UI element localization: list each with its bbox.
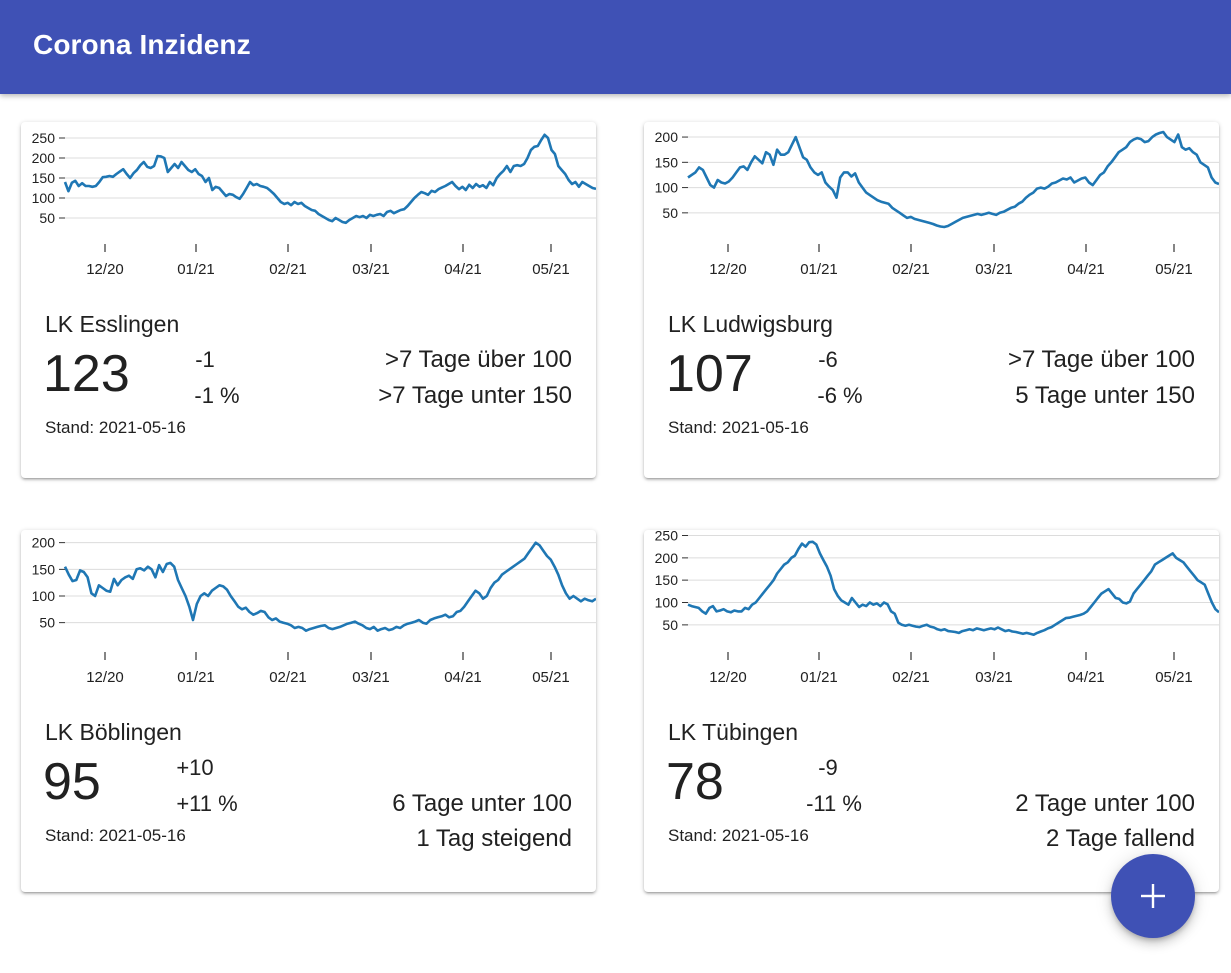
x-tick-label: 05/21 [532,669,570,686]
y-tick-label: 100 [32,588,56,604]
y-tick-label: 150 [32,170,56,186]
x-tick-label: 03/21 [975,261,1013,278]
stand-date: Stand: 2021-05-16 [668,418,809,437]
status-line-2: 2 Tage fallend [1045,825,1195,852]
status-line-2: 1 Tag steigend [416,825,572,852]
y-tick-label: 150 [32,561,56,577]
y-tick-label: 100 [655,595,679,611]
x-tick-label: 03/21 [352,261,390,278]
status-line-2: 5 Tage unter 150 [1015,382,1195,409]
y-tick-label: 100 [32,190,56,206]
incidence-series-line [687,540,1219,636]
y-tick-label: 150 [655,154,679,170]
x-tick-label: 04/21 [444,261,482,278]
x-tick-label: 05/21 [532,261,570,278]
incidence-series-line [63,541,596,632]
x-tick-label: 01/21 [177,261,215,278]
delta-percent: -1 % [194,383,240,408]
district-name: LK Esslingen [45,311,180,337]
status-line-1: >7 Tage über 100 [1007,346,1195,373]
app-title: Corona Inzidenz [33,29,251,60]
stand-date: Stand: 2021-05-16 [45,418,186,437]
x-tick-label: 12/20 [709,261,747,278]
delta-percent: -11 % [806,791,862,816]
x-tick-label: 01/21 [800,669,838,686]
status-line-2: >7 Tage unter 150 [378,382,572,409]
y-tick-label: 50 [662,205,678,221]
x-tick-label: 04/21 [444,669,482,686]
incidence-value: 95 [43,753,101,811]
x-tick-label: 04/21 [1067,669,1105,686]
y-tick-label: 50 [662,617,678,633]
x-tick-label: 02/21 [269,261,307,278]
y-tick-label: 150 [655,572,679,588]
x-tick-label: 02/21 [892,669,930,686]
y-tick-label: 50 [39,210,55,226]
y-tick-label: 200 [32,150,56,166]
x-tick-label: 04/21 [1067,261,1105,278]
y-tick-label: 250 [655,530,679,544]
y-tick-label: 200 [655,129,679,145]
incidence-chart: 50 100 150 200 250 12/20 01/21 02/21 03/21 04/21 0… [655,530,1219,686]
x-tick-label: 01/21 [800,261,838,278]
incidence-series-line [63,133,596,225]
x-tick-label: 05/21 [1155,261,1193,278]
x-tick-label: 12/20 [86,261,124,278]
incidence-chart: 50 100 150 200 12/20 01/21 02/21 03/21 04/21 05/2… [655,129,1219,278]
y-tick-label: 200 [655,550,679,566]
x-tick-label: 03/21 [352,669,390,686]
stand-date: Stand: 2021-05-16 [668,826,809,845]
y-tick-label: 100 [655,180,679,196]
status-line-1: 2 Tage unter 100 [1015,790,1195,817]
x-tick-label: 01/21 [177,669,215,686]
delta-absolute: -6 [818,347,838,372]
incidence-value: 123 [43,345,130,403]
x-tick-label: 03/21 [975,669,1013,686]
status-line-1: >7 Tage über 100 [384,346,572,373]
incidence-chart: 50 100 150 200 12/20 01/21 02/21 03/21 04/21 05/2… [32,535,596,686]
x-tick-label: 02/21 [269,669,307,686]
y-tick-label: 250 [32,130,56,146]
stand-date: Stand: 2021-05-16 [45,826,186,845]
x-tick-label: 12/20 [86,669,124,686]
plus-icon [1141,884,1165,908]
incidence-series-line [687,130,1219,229]
district-card[interactable]: 50 100 150 200 12/20 01/21 02/21 03/21 04/21 05/2… [21,530,596,892]
district-card[interactable]: 50 100 150 200 250 12/20 01/21 02/21 03/21 04/21 0… [21,122,596,478]
delta-absolute: +10 [176,755,214,780]
district-name: LK Tübingen [668,719,799,745]
add-district-button[interactable] [1111,854,1195,938]
delta-absolute: -1 [195,347,215,372]
incidence-value: 78 [666,753,724,811]
delta-percent: +11 % [176,791,238,816]
y-tick-label: 50 [39,615,55,631]
status-line-1: 6 Tage unter 100 [392,790,572,817]
delta-absolute: -9 [818,755,838,780]
x-tick-label: 05/21 [1155,669,1193,686]
district-card[interactable]: 50 100 150 200 12/20 01/21 02/21 03/21 04/21 05/2… [644,122,1219,478]
x-tick-label: 02/21 [892,261,930,278]
y-tick-label: 200 [32,535,56,551]
incidence-chart: 50 100 150 200 250 12/20 01/21 02/21 03/21 04/21 0… [32,130,596,278]
incidence-value: 107 [666,345,753,403]
app-bar: Corona Inzidenz [0,0,1231,94]
delta-percent: -6 % [817,383,863,408]
district-card[interactable]: 50 100 150 200 250 12/20 01/21 02/21 03/21 04/21 0… [644,530,1219,892]
district-name: LK Ludwigsburg [668,311,833,337]
x-tick-label: 12/20 [709,669,747,686]
district-name: LK Böblingen [45,719,182,745]
